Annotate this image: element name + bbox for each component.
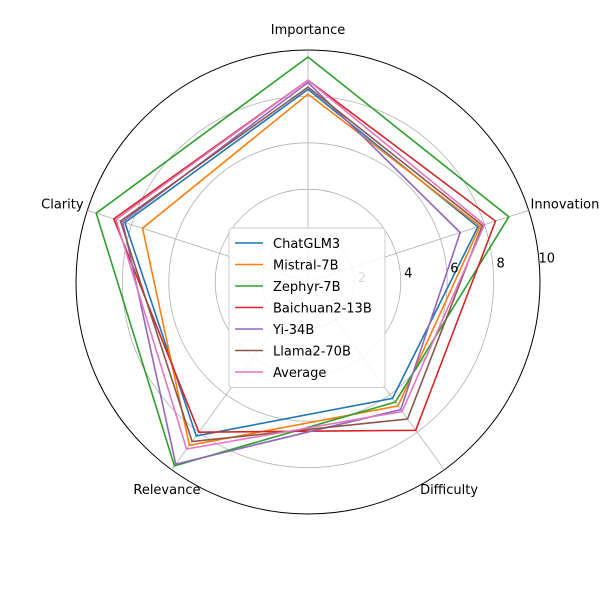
legend-label-llama2-70b: Llama2-70B: [273, 345, 351, 360]
series-line-baichuan2-13b: [112, 79, 497, 434]
series-line-mistral-7b: [141, 93, 482, 447]
legend-label-baichuan2-13b: Baichuan2-13B: [273, 302, 372, 317]
axis-label-clarity: Clarity: [41, 198, 84, 213]
legend-label-yi-34b: Yi-34B: [272, 323, 314, 338]
axis-label-difficulty: Difficulty: [420, 483, 478, 498]
r-tick-label: 4: [404, 266, 412, 281]
series-line-zephyr-7b: [95, 55, 510, 467]
legend-label-average: Average: [273, 366, 326, 381]
axis-label-importance: Importance: [271, 23, 346, 38]
legend-label-mistral-7b: Mistral-7B: [273, 259, 339, 274]
r-tick-label: 6: [450, 261, 458, 276]
axis-label-innovation: Innovation: [531, 198, 600, 213]
series-line-chatglm3: [123, 88, 479, 437]
legend: ChatGLM3 Mistral-7B Zephyr-7B Baichuan2-13B…: [228, 227, 386, 388]
series-line-average: [115, 79, 486, 450]
label-layer: 246810ImportanceInnovationDifficultyRele…: [41, 23, 599, 498]
series-line-llama2-70b: [119, 86, 484, 443]
r-tick-label: 10: [538, 252, 555, 267]
series-line-yi-34b: [121, 81, 462, 466]
series-layer: [95, 55, 510, 467]
legend-label-zephyr-7b: Zephyr-7B: [273, 280, 340, 295]
r-tick-label: 8: [496, 257, 504, 272]
axis-label-relevance: Relevance: [133, 483, 200, 498]
legend-box: [228, 227, 386, 388]
legend-label-chatglm3: ChatGLM3: [273, 237, 340, 252]
